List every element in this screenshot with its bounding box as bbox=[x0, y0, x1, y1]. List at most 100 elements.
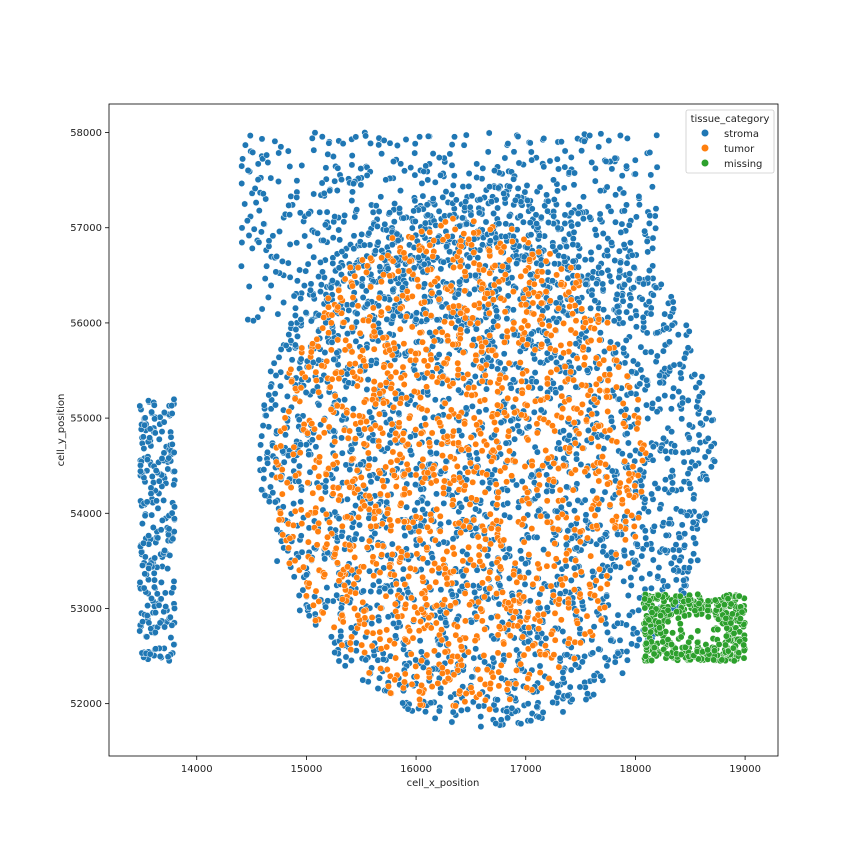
data-point-tumor bbox=[571, 587, 577, 593]
data-point-tumor bbox=[588, 337, 594, 343]
data-point-tumor bbox=[539, 278, 545, 284]
data-point-stroma bbox=[296, 417, 302, 423]
data-point-tumor bbox=[566, 415, 572, 421]
data-point-tumor bbox=[540, 463, 546, 469]
data-point-stroma bbox=[382, 221, 388, 227]
data-point-stroma bbox=[349, 446, 355, 452]
data-point-tumor bbox=[379, 478, 385, 484]
data-point-tumor bbox=[413, 357, 419, 363]
data-point-stroma bbox=[148, 409, 154, 415]
data-point-stroma bbox=[623, 622, 629, 628]
data-point-tumor bbox=[401, 250, 407, 256]
data-point-stroma bbox=[141, 445, 147, 451]
data-point-stroma bbox=[527, 598, 533, 604]
data-point-tumor bbox=[462, 315, 468, 321]
data-point-stroma bbox=[670, 306, 676, 312]
data-point-tumor bbox=[462, 618, 468, 624]
data-point-stroma bbox=[493, 720, 499, 726]
data-point-stroma bbox=[550, 380, 556, 386]
data-point-tumor bbox=[520, 634, 526, 640]
data-point-stroma bbox=[541, 164, 547, 170]
data-point-stroma bbox=[252, 185, 258, 191]
data-point-tumor bbox=[626, 478, 632, 484]
data-point-tumor bbox=[402, 581, 408, 587]
data-point-stroma bbox=[648, 491, 654, 497]
data-point-tumor bbox=[574, 515, 580, 521]
data-point-stroma bbox=[358, 165, 364, 171]
data-point-tumor bbox=[367, 255, 373, 261]
data-point-stroma bbox=[562, 220, 568, 226]
data-point-stroma bbox=[635, 607, 641, 613]
data-point-stroma bbox=[449, 719, 455, 725]
data-point-stroma bbox=[647, 571, 653, 577]
data-point-tumor bbox=[548, 369, 554, 375]
data-point-stroma bbox=[596, 244, 602, 250]
data-point-tumor bbox=[519, 390, 525, 396]
data-point-stroma bbox=[338, 605, 344, 611]
data-point-stroma bbox=[308, 318, 314, 324]
data-point-tumor bbox=[340, 619, 346, 625]
data-point-tumor bbox=[522, 268, 528, 274]
data-point-stroma bbox=[693, 384, 699, 390]
data-point-tumor bbox=[368, 523, 374, 529]
data-point-tumor bbox=[352, 590, 358, 596]
data-point-tumor bbox=[376, 508, 382, 514]
data-point-tumor bbox=[517, 359, 523, 365]
data-point-tumor bbox=[496, 279, 502, 285]
data-point-stroma bbox=[336, 265, 342, 271]
data-point-stroma bbox=[603, 593, 609, 599]
data-point-tumor bbox=[556, 596, 562, 602]
data-point-tumor bbox=[588, 435, 594, 441]
data-point-stroma bbox=[161, 409, 167, 415]
data-point-tumor bbox=[437, 513, 443, 519]
data-point-stroma bbox=[438, 266, 444, 272]
data-point-stroma bbox=[427, 329, 433, 335]
data-point-tumor bbox=[370, 554, 376, 560]
data-point-tumor bbox=[567, 369, 573, 375]
data-point-tumor bbox=[279, 466, 285, 472]
data-point-stroma bbox=[473, 646, 479, 652]
data-point-tumor bbox=[465, 544, 471, 550]
data-point-stroma bbox=[458, 504, 464, 510]
data-point-stroma bbox=[367, 473, 373, 479]
data-point-stroma bbox=[169, 510, 175, 516]
data-point-tumor bbox=[607, 372, 613, 378]
data-point-stroma bbox=[301, 282, 307, 288]
data-point-tumor bbox=[316, 473, 322, 479]
data-point-tumor bbox=[584, 613, 590, 619]
data-point-tumor bbox=[555, 526, 561, 532]
data-point-stroma bbox=[577, 684, 583, 690]
data-point-tumor bbox=[519, 522, 525, 528]
data-point-tumor bbox=[522, 463, 528, 469]
data-point-stroma bbox=[328, 285, 334, 291]
data-point-stroma bbox=[515, 133, 521, 139]
data-point-stroma bbox=[436, 351, 442, 357]
data-point-stroma bbox=[658, 281, 664, 287]
data-point-stroma bbox=[690, 551, 696, 557]
data-point-stroma bbox=[437, 690, 443, 696]
data-point-stroma bbox=[474, 161, 480, 167]
data-point-tumor bbox=[457, 263, 463, 269]
data-point-tumor bbox=[341, 319, 347, 325]
data-point-tumor bbox=[588, 506, 594, 512]
data-point-tumor bbox=[401, 471, 407, 477]
data-point-tumor bbox=[303, 593, 309, 599]
data-point-stroma bbox=[137, 579, 143, 585]
data-point-stroma bbox=[561, 254, 567, 260]
data-point-tumor bbox=[462, 483, 468, 489]
data-point-tumor bbox=[325, 295, 331, 301]
data-point-stroma bbox=[168, 434, 174, 440]
data-point-tumor bbox=[395, 268, 401, 274]
data-point-stroma bbox=[571, 229, 577, 235]
data-point-stroma bbox=[652, 480, 658, 486]
data-point-stroma bbox=[589, 159, 595, 165]
data-point-tumor bbox=[536, 472, 542, 478]
data-point-stroma bbox=[679, 400, 685, 406]
data-point-stroma bbox=[566, 432, 572, 438]
data-point-tumor bbox=[512, 396, 518, 402]
data-point-tumor bbox=[466, 236, 472, 242]
data-point-stroma bbox=[151, 570, 157, 576]
data-point-stroma bbox=[620, 320, 626, 326]
data-point-tumor bbox=[440, 484, 446, 490]
data-point-tumor bbox=[332, 551, 338, 557]
